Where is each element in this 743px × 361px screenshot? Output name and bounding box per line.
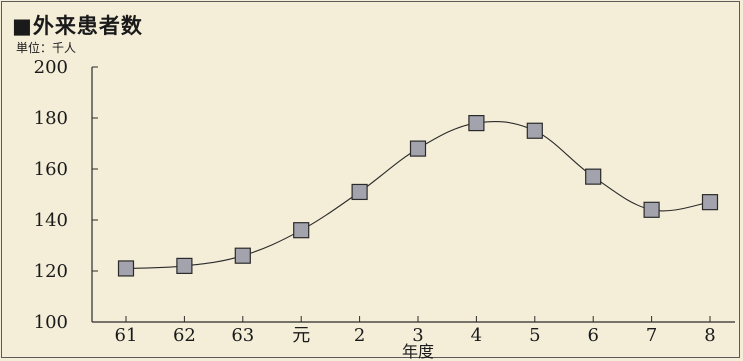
data-point-marker [293,222,310,239]
x-tick-label: 2 [354,325,365,346]
data-point-marker [643,201,660,218]
x-tick-label: 62 [173,325,196,346]
data-point-marker [117,260,135,277]
x-tick-label: 7 [646,325,657,346]
unit-label: 単位：千人 [16,41,77,55]
chart-title: ■外来患者数 [12,14,143,38]
data-point-marker [176,257,193,274]
y-tick-label: 200 [34,57,68,78]
data-point-marker [701,194,719,211]
data-point-marker [526,122,543,139]
x-tick-label: 5 [529,325,540,346]
y-axis-ticks: 100 120 140 160 180 200 [34,57,98,333]
y-tick-label: 180 [34,108,68,129]
data-point-marker [234,247,251,264]
y-tick-label: 160 [34,159,68,180]
x-tick-label: 元 [292,325,310,346]
x-tick-label: 3 [412,325,423,346]
data-point-marker [468,114,485,132]
x-tick-label: 8 [704,325,715,346]
x-tick-label: 4 [471,325,482,346]
y-tick-label: 100 [34,312,68,333]
y-tick-label: 140 [34,210,68,231]
x-tick-label: 6 [587,325,598,346]
x-tick-label: 63 [231,325,254,346]
data-point-marker [409,140,427,157]
series-group [117,114,719,277]
data-point-marker [585,168,602,185]
x-tick-label: 61 [115,325,138,346]
x-axis-ticks: 61 62 63 元 2 3 4 5 6 7 8 [115,316,716,346]
x-axis-label: 年度 [402,342,434,361]
chart-axes [91,67,735,323]
y-tick-label: 120 [34,261,68,282]
data-point-marker [351,183,368,201]
